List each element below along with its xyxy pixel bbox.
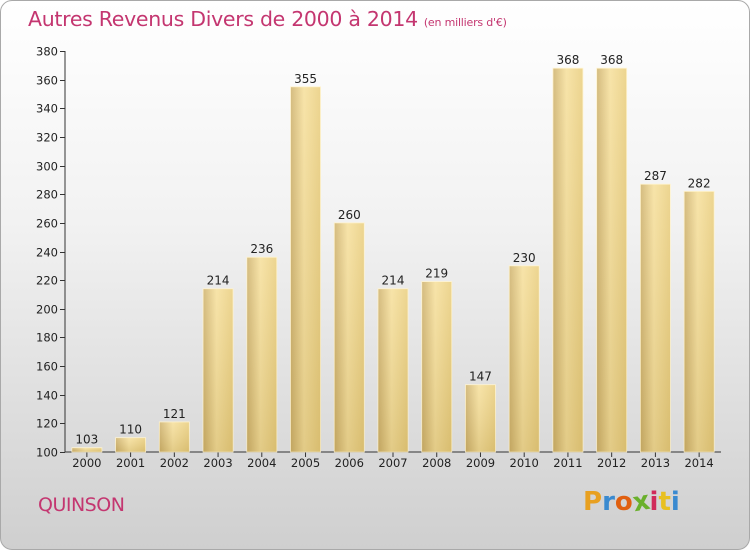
- x-tick-label-2007: 2007: [378, 456, 407, 470]
- y-tick-label: 160: [36, 360, 58, 374]
- y-axis: 100 120 140 160 180 200 220 240 260 280 300 320 340 3…: [36, 45, 66, 460]
- x-tick-label-2010: 2010: [510, 456, 539, 470]
- x-tick-label-2003: 2003: [203, 456, 232, 470]
- y-tick-label: 300: [36, 160, 58, 174]
- bar-shade-2013: [640, 184, 671, 453]
- x-tick-label-2008: 2008: [422, 456, 451, 470]
- chart-subtitle: (en milliers d'€): [423, 16, 507, 29]
- value-label-2013: 287: [644, 169, 667, 183]
- bars: [71, 67, 715, 453]
- bar-shade-2011: [552, 68, 583, 452]
- logo-letter: i: [649, 487, 659, 517]
- proxiti-logo: Proxiti: [583, 486, 680, 518]
- value-label-2011: 368: [556, 53, 579, 67]
- y-tick-label: 140: [36, 389, 58, 403]
- x-tick-label-2012: 2012: [597, 456, 626, 470]
- bar-shade-2005: [290, 86, 321, 452]
- value-label-2008: 219: [425, 267, 448, 281]
- y-tick-label: 180: [36, 331, 58, 345]
- x-tick-label-2009: 2009: [466, 456, 495, 470]
- y-tick-label: 280: [36, 188, 58, 202]
- x-tick-label-2014: 2014: [684, 456, 713, 470]
- x-tick-label-2006: 2006: [335, 456, 364, 470]
- y-tick-label: 220: [36, 274, 58, 288]
- bar-shade-2003: [203, 288, 234, 452]
- value-label-2000: 103: [75, 433, 98, 447]
- bar-shade-2014: [684, 191, 715, 452]
- x-tick-label-2004: 2004: [247, 456, 276, 470]
- value-label-2006: 260: [338, 208, 361, 222]
- commune-name: QUINSON: [38, 494, 125, 516]
- x-axis: 2000 2001 2002 2003 2004 2005 2006 2007 2008 2009…: [65, 451, 721, 470]
- bar-shade-2009: [465, 384, 496, 452]
- value-labels: 103 110 121 214 236 355 260 214 219 147 230 368 368 2…: [75, 53, 710, 447]
- logo-letter: P: [583, 487, 603, 517]
- y-tick-label: 120: [36, 417, 58, 431]
- chart-title: Autres Revenus Divers de 2000 à 2014: [28, 7, 418, 31]
- value-label-2003: 214: [207, 274, 230, 288]
- bar-shade-2012: [596, 68, 627, 452]
- chart-title-group: Autres Revenus Divers de 2000 à 2014 (en …: [28, 7, 507, 31]
- bar-shade-2002: [159, 421, 190, 452]
- bar-shade-2007: [378, 288, 408, 452]
- x-tick-label-2002: 2002: [160, 456, 189, 470]
- x-tick-label-2011: 2011: [553, 456, 582, 470]
- y-tick-label: 200: [36, 303, 58, 317]
- value-label-2010: 230: [513, 251, 536, 265]
- y-tick-label: 260: [36, 217, 58, 231]
- bar-shade-2000: [71, 447, 102, 452]
- value-label-2007: 214: [382, 274, 405, 288]
- y-tick-label: 100: [36, 446, 58, 460]
- bar-shade-2010: [509, 265, 540, 452]
- value-label-2005: 355: [294, 72, 317, 86]
- value-label-2001: 110: [119, 423, 142, 437]
- y-tick-label: 240: [36, 246, 58, 260]
- x-tick-label-2013: 2013: [641, 456, 670, 470]
- value-label-2002: 121: [163, 407, 186, 421]
- bar-shade-2008: [421, 281, 452, 452]
- y-tick-label: 380: [36, 45, 58, 59]
- x-tick-label-2001: 2001: [116, 456, 145, 470]
- y-tick-label: 360: [36, 74, 58, 88]
- value-label-2012: 368: [600, 53, 623, 67]
- value-label-2009: 147: [469, 370, 492, 384]
- logo-letter: r: [602, 487, 615, 517]
- value-label-2004: 236: [250, 242, 273, 256]
- bar-shade-2006: [334, 222, 365, 452]
- y-tick-label: 340: [36, 102, 58, 116]
- y-tick-label: 320: [36, 131, 58, 145]
- bar-shade-2001: [115, 437, 146, 452]
- bar-shade-2004: [246, 257, 277, 452]
- logo-letter: i: [670, 487, 680, 517]
- value-label-2014: 282: [688, 176, 711, 190]
- logo-letter: t: [658, 487, 671, 517]
- x-tick-label-2005: 2005: [291, 456, 320, 470]
- x-tick-label-2000: 2000: [72, 456, 101, 470]
- logo-letter: o: [614, 487, 633, 517]
